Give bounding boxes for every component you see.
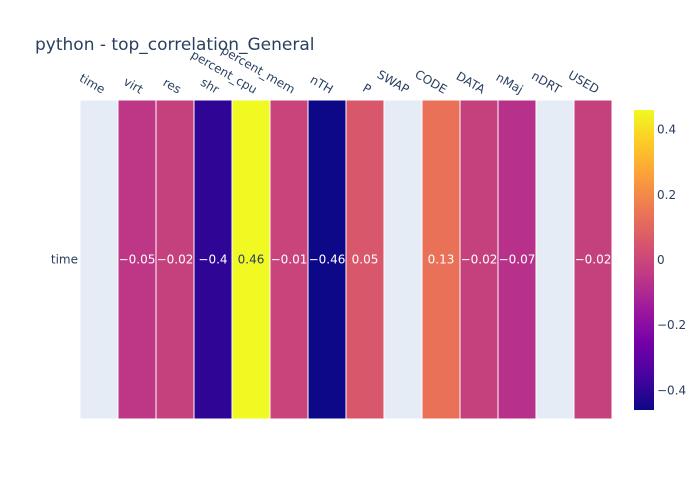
heatmap-cell-res bbox=[155, 99, 195, 420]
heatmap-cell-code bbox=[421, 99, 461, 420]
heatmap-cells bbox=[79, 99, 613, 420]
cell-value-label: 0.13 bbox=[428, 253, 455, 267]
x-tick-label: virt bbox=[121, 74, 146, 96]
heatmap-cell-percent-mem bbox=[269, 99, 309, 420]
colorbar: −0.4 −0.2 0 0.2 0.4 bbox=[634, 110, 686, 410]
cell-value-label: 0.05 bbox=[352, 253, 379, 267]
y-axis-tick-labels: time bbox=[51, 253, 78, 267]
colorbar-gradient bbox=[634, 110, 654, 410]
colorbar-tick-label: 0.2 bbox=[657, 188, 676, 202]
colorbar-tick-label: 0.4 bbox=[657, 123, 676, 137]
heatmap-cell-shr bbox=[193, 99, 233, 420]
x-tick-label: DATA bbox=[454, 69, 488, 97]
x-tick-label: nTH bbox=[308, 72, 336, 96]
cell-value-label: −0.46 bbox=[309, 253, 346, 267]
cell-value-label: −0.02 bbox=[461, 253, 498, 267]
colorbar-tick-label: −0.2 bbox=[657, 318, 686, 332]
cell-value-label: −0.07 bbox=[499, 253, 536, 267]
colorbar-tick-label: 0 bbox=[657, 253, 665, 267]
y-tick-label: time bbox=[51, 253, 78, 267]
x-tick-label: P bbox=[360, 81, 373, 97]
heatmap-cell-p bbox=[345, 99, 385, 420]
colorbar-tick-labels: −0.4 −0.2 0 0.2 0.4 bbox=[657, 123, 686, 398]
heatmap-cell-nmaj bbox=[497, 99, 537, 420]
heatmap-cell-labels: −0.05 −0.02 −0.4 0.46 −0.01 −0.46 0.05 0.13 −0.0… bbox=[119, 253, 612, 267]
heatmap-cell-swap bbox=[383, 99, 423, 420]
cell-value-label: −0.02 bbox=[575, 253, 612, 267]
cell-value-label: −0.01 bbox=[271, 253, 308, 267]
heatmap-cell-percent-cpu bbox=[231, 99, 271, 420]
x-tick-label: time bbox=[77, 71, 107, 97]
heatmap-cell-virt bbox=[117, 99, 157, 420]
x-tick-label: nDRT bbox=[529, 69, 564, 97]
cell-value-label: 0.46 bbox=[238, 253, 265, 267]
heatmap-cell-ndrt bbox=[535, 99, 575, 420]
x-tick-label: CODE bbox=[412, 67, 449, 96]
x-tick-label: nMaj bbox=[494, 70, 526, 96]
x-tick-label: SWAP bbox=[375, 67, 412, 96]
chart-title: python - top_correlation_General bbox=[35, 35, 314, 55]
cell-value-label: −0.4 bbox=[198, 253, 227, 267]
cell-value-label: −0.02 bbox=[157, 253, 194, 267]
cell-value-label: −0.05 bbox=[119, 253, 156, 267]
colorbar-tick-label: −0.4 bbox=[657, 383, 686, 397]
x-tick-label: res bbox=[161, 75, 184, 96]
x-tick-label: USED bbox=[566, 68, 602, 97]
x-tick-label: shr bbox=[198, 75, 221, 97]
heatmap-cell-time bbox=[79, 99, 119, 420]
heatmap-cell-nth bbox=[307, 99, 347, 420]
heatmap-cell-used bbox=[573, 99, 613, 420]
